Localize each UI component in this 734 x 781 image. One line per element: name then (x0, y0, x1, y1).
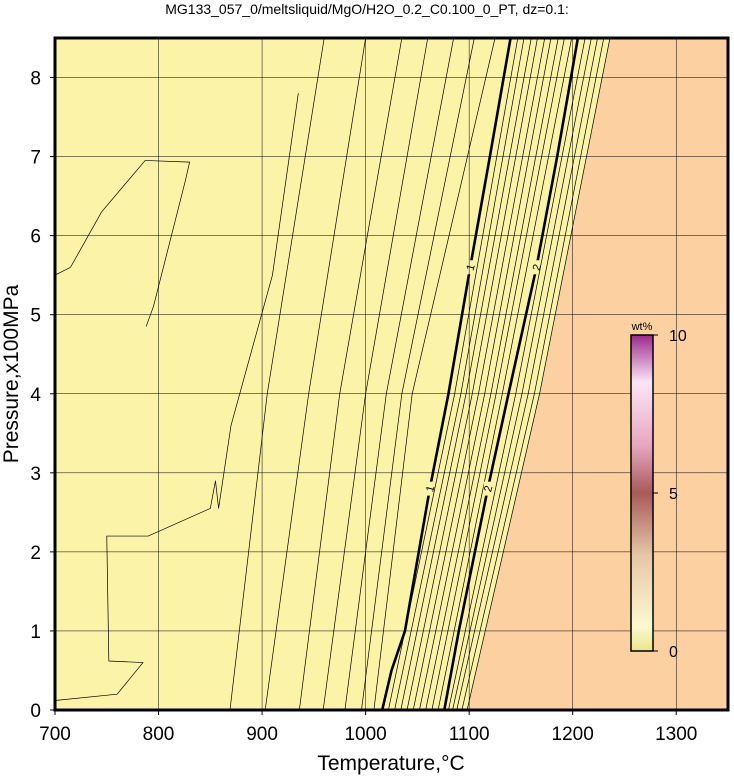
contour-label: 2 (531, 263, 544, 272)
colorbar-tick-label: 0 (669, 644, 678, 661)
contour-line (380, 38, 512, 710)
x-tick-label: 1000 (344, 724, 386, 745)
y-tick-label: 3 (30, 464, 41, 485)
contour-label-bg (466, 260, 475, 275)
contour-label-bg (532, 260, 541, 275)
contour-label-bg (425, 481, 434, 496)
y-tick-label: 4 (30, 385, 41, 406)
y-tick-label: 6 (30, 227, 41, 248)
y-tick-label: 1 (30, 622, 41, 643)
y-tick-label: 8 (30, 69, 41, 90)
colorbar (630, 334, 654, 652)
contour-label: 1 (424, 484, 437, 493)
y-tick-label: 0 (30, 701, 41, 722)
y-axis-label: Pressure,x100MPa (0, 284, 23, 463)
contour-label: 1 (465, 263, 478, 272)
x-tick-label: 1200 (552, 724, 594, 745)
y-tick-label: 7 (30, 148, 41, 169)
x-axis-label: Temperature,°C (317, 752, 464, 775)
colorbar-tick-label: 5 (669, 486, 678, 503)
chart-title: MG133_057_0/meltsliquid/MgO/H2O_0.2_C0.1… (165, 1, 569, 17)
colorbar-label: wt% (631, 321, 653, 333)
y-tick-label: 5 (30, 306, 41, 327)
contour-line (55, 93, 299, 701)
x-tick-label: 1100 (449, 724, 490, 745)
x-tick-label: 700 (39, 724, 71, 745)
colorbar-tick-label: 10 (669, 328, 687, 345)
x-tick-label: 800 (143, 724, 175, 745)
y-tick-label: 2 (30, 543, 41, 564)
contour-label-bg (483, 481, 492, 496)
x-tick-label: 1300 (655, 724, 697, 745)
plot-frame (53, 36, 730, 712)
x-tick-label: 900 (246, 724, 278, 745)
contour-line (55, 160, 191, 327)
high-region (467, 38, 728, 710)
contour-label: 2 (482, 484, 495, 493)
